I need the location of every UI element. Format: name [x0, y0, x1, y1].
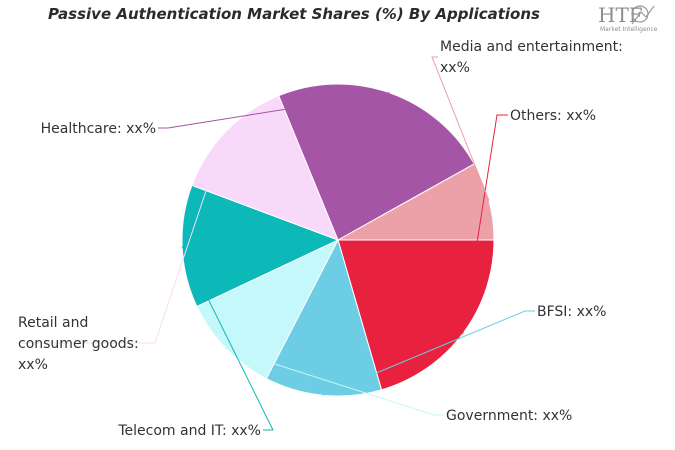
chart-title: Passive Authentication Market Shares (%)… — [48, 5, 540, 23]
pie-slices — [181, 83, 495, 397]
slice-label: Telecom and IT: xx% — [117, 423, 261, 439]
pie-slice-telecom-and-it — [181, 184, 340, 308]
slice-label: Retail and consumer goods: xx% — [18, 315, 139, 373]
leader-line — [431, 56, 490, 201]
slice-labels: Others: xx% BFSI: xx% Government: xx% Telec… — [18, 39, 623, 439]
logo-arrow-icon — [631, 5, 655, 25]
logo-subtext: Market Intelligence — [600, 26, 658, 33]
slice-label: Government: xx% — [446, 408, 572, 424]
leader-line — [225, 347, 444, 416]
slice-label: Media and entertainment: xx% — [440, 39, 623, 76]
leader-line — [462, 114, 508, 334]
slice-label: BFSI: xx% — [537, 304, 606, 320]
leader-lines — [16, 56, 535, 431]
leader-line — [322, 310, 535, 396]
logo: HTF Market Intelligence — [598, 3, 658, 33]
slice-label: Healthcare: xx% — [41, 121, 156, 137]
leader-line — [16, 131, 227, 344]
leader-line — [158, 92, 390, 129]
leader-line — [181, 246, 274, 431]
slice-label: Others: xx% — [510, 108, 596, 124]
